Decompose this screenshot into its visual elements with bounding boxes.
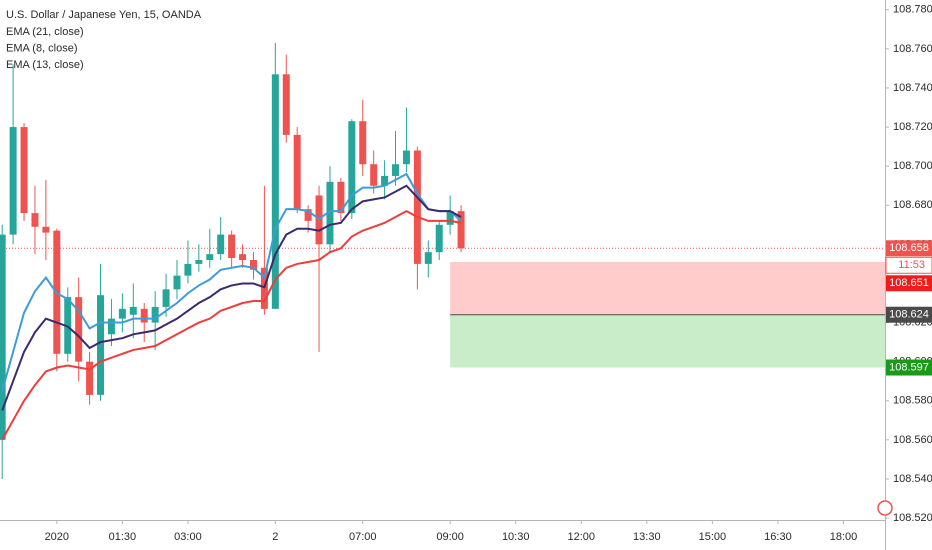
- x-tick-label: 15:00: [699, 531, 727, 543]
- x-tick-label: 12:00: [567, 531, 595, 543]
- y-tick-label: 108.520: [893, 512, 932, 524]
- ema-line: [1, 172, 462, 392]
- candle-body: [457, 211, 465, 249]
- legend: EMA (21, close) EMA (8, close) EMA (13, cl…: [6, 26, 84, 71]
- candle-body: [184, 263, 192, 276]
- candle-body: [424, 252, 432, 264]
- candle-body: [173, 275, 181, 290]
- candle-body: [282, 74, 290, 135]
- candle-body: [217, 234, 225, 255]
- x-tick-label: 09:00: [436, 531, 464, 543]
- last-price-label: 108.658: [889, 242, 929, 254]
- candle-body: [348, 121, 356, 214]
- y-tick-label: 108.700: [893, 160, 932, 172]
- legend-entry: EMA (21, close): [6, 26, 84, 38]
- position-zones: [450, 261, 885, 368]
- entry-label-box: [886, 306, 932, 323]
- candle-body: [162, 289, 170, 307]
- candle-body: [75, 297, 83, 362]
- candle-body: [228, 234, 236, 259]
- candle-body: [271, 74, 279, 309]
- y-tick-label: 108.680: [893, 199, 932, 211]
- candle-body: [381, 175, 389, 186]
- candle-body: [413, 150, 421, 264]
- candle-body: [446, 211, 454, 225]
- candle-body: [0, 234, 6, 440]
- y-tick-label: 108.720: [893, 121, 932, 133]
- axes: 108.520108.540108.560108.580108.600108.6…: [45, 4, 932, 543]
- target-label: 108.597: [889, 361, 929, 373]
- legend-entry: EMA (8, close): [6, 42, 78, 54]
- y-tick-label: 108.580: [893, 395, 932, 407]
- candle-body: [140, 308, 148, 323]
- candle-body: [239, 254, 247, 260]
- candle-body: [31, 213, 39, 227]
- countdown: 11:53: [898, 259, 925, 271]
- candle-body: [195, 260, 203, 264]
- candle-body: [293, 134, 301, 210]
- countdown-box: [885, 256, 932, 274]
- ema-line: [1, 209, 462, 441]
- candle-body: [392, 164, 400, 176]
- candle-body: [129, 306, 137, 315]
- candle-body: [107, 318, 115, 335]
- entry-label: 108.624: [889, 309, 929, 321]
- ema-line: [1, 184, 462, 411]
- x-tick-label: 13:30: [633, 531, 661, 543]
- candle-body: [304, 209, 312, 221]
- stop-zone: [450, 261, 885, 315]
- x-tick-label: 18:00: [830, 531, 858, 543]
- candle-body: [118, 308, 126, 319]
- candle-body: [206, 254, 214, 260]
- candle-body: [249, 260, 257, 270]
- candle-body: [42, 226, 50, 233]
- candle-body: [326, 181, 334, 245]
- x-tick-label: 01:30: [109, 531, 137, 543]
- x-tick-label: 07:00: [349, 531, 377, 543]
- candle-body: [359, 121, 367, 165]
- legend-entry: EMA (13, close): [6, 59, 84, 71]
- x-tick-label: 2: [272, 531, 278, 543]
- plot-area: [0, 43, 885, 479]
- y-tick-label: 108.780: [893, 4, 932, 16]
- x-tick-label: 03:00: [174, 531, 202, 543]
- stop-label: 108.651: [889, 277, 929, 289]
- target-zone: [450, 314, 885, 368]
- y-tick-label: 108.760: [893, 43, 932, 55]
- candle-body: [86, 361, 94, 395]
- x-tick-label: 2020: [45, 531, 69, 543]
- x-tick-label: 10:30: [502, 531, 530, 543]
- candle-body: [97, 295, 105, 395]
- y-tick-label: 108.540: [893, 473, 932, 485]
- candle-body: [20, 127, 28, 214]
- candle-body: [435, 224, 443, 253]
- candle-body: [370, 164, 378, 186]
- candle-body: [402, 150, 410, 165]
- scroll-icon[interactable]: [877, 500, 893, 516]
- chart-title: U.S. Dollar / Japanese Yen, 15, OANDA: [6, 9, 202, 21]
- candle-body: [337, 181, 345, 214]
- x-tick-label: 16:30: [764, 531, 792, 543]
- target-label-box: [886, 359, 932, 376]
- candle-body: [9, 127, 17, 235]
- y-tick-label: 108.560: [893, 434, 932, 446]
- last-price-label-box: [886, 240, 932, 257]
- y-tick-label: 108.740: [893, 82, 932, 94]
- stop-label-box: [886, 275, 932, 292]
- candle-body: [151, 306, 159, 323]
